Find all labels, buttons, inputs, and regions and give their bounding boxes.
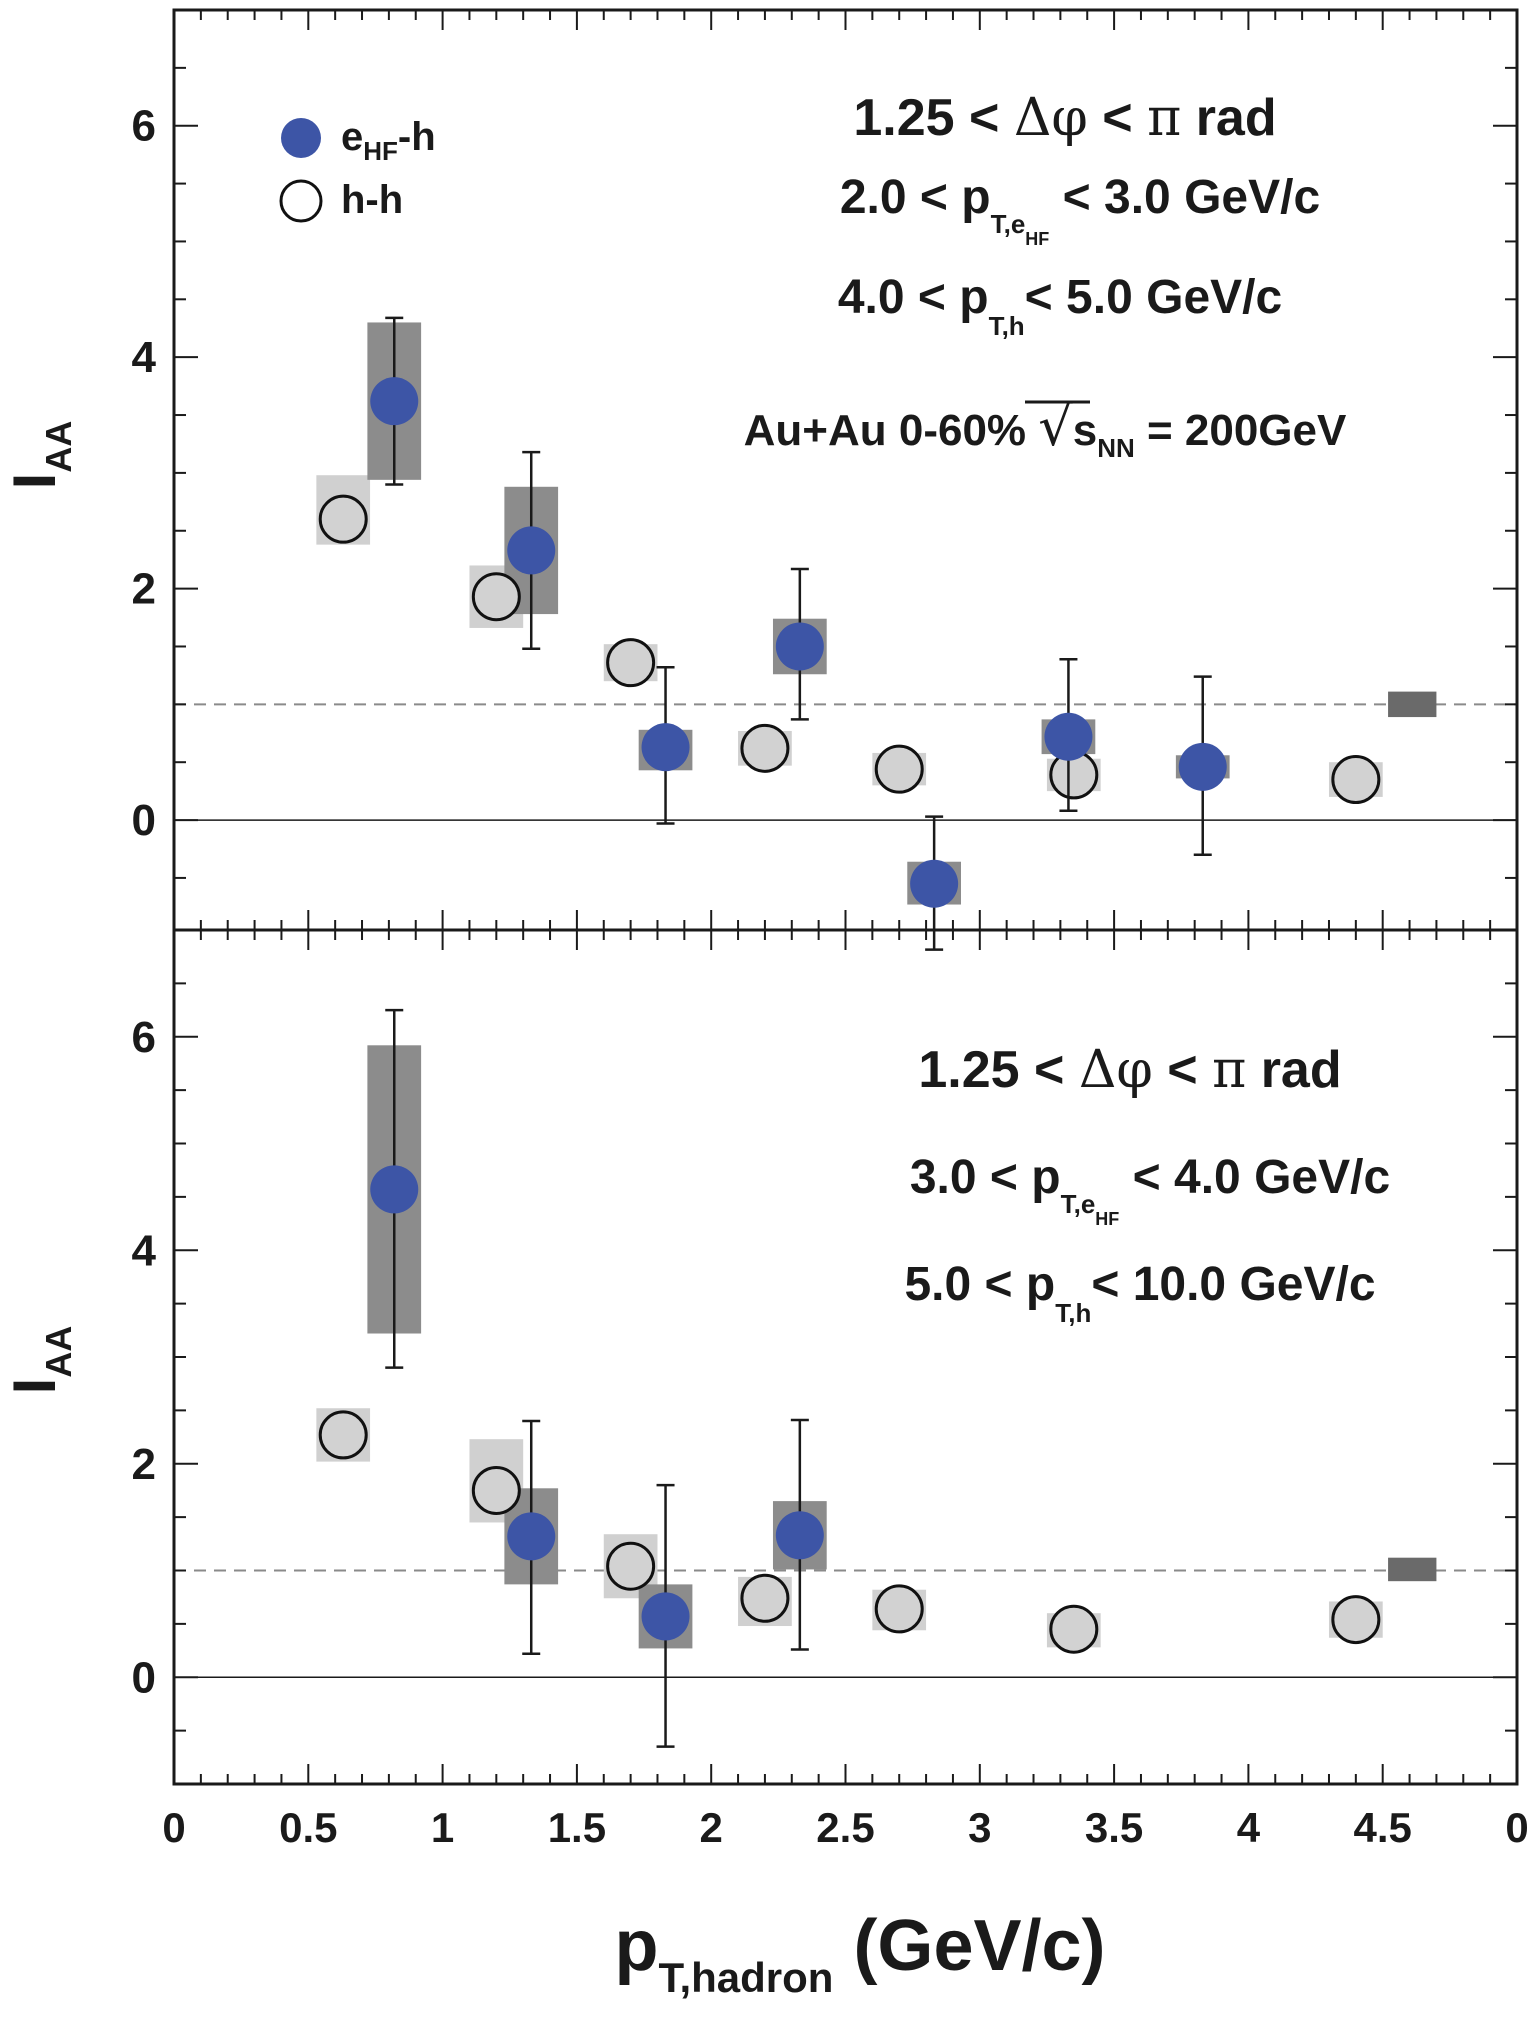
top-ehf-point: [1044, 712, 1093, 761]
top-pth-annotation: 4.0 < pT,h< 5.0 GeV/c: [838, 271, 1282, 341]
bottom-panel-frame: [172, 928, 1519, 1786]
bottom-hh-point: [471, 1465, 521, 1515]
top-hh-point: [318, 494, 368, 544]
bottom-hh-point: [740, 1573, 790, 1623]
legend-ehf-label: eHF-h: [341, 115, 436, 166]
top-y-axis-label: IAA: [1, 421, 79, 490]
x-tick-label: 4.5: [1354, 1804, 1412, 1851]
top-dphi-annotation: 1.25 < Δφ < π rad: [853, 88, 1276, 148]
x-tick-label: 0: [1505, 1804, 1528, 1851]
bottom-hh-point: [1331, 1595, 1381, 1645]
top-ehf-point: [370, 377, 419, 426]
bottom-pth-annotation: 5.0 < pT,h< 10.0 GeV/c: [904, 1258, 1375, 1328]
bottom-y-tick-label: 0: [132, 1653, 156, 1702]
bottom-pte-annotation: 3.0 < pT,eHF < 4.0 GeV/c: [910, 1151, 1390, 1229]
x-tick-label: 1: [431, 1804, 454, 1851]
top-normalization-box: [1388, 691, 1437, 718]
legend-ehf-marker: [281, 118, 321, 158]
x-tick-label: 4: [1237, 1804, 1261, 1851]
bottom-hh-point: [606, 1541, 656, 1591]
top-hh-point: [874, 744, 924, 794]
x-axis-label: pT,hadron (GeV/c): [614, 1906, 1105, 2001]
bottom-hh-point: [1049, 1604, 1099, 1654]
top-ehf-point: [641, 723, 690, 772]
bottom-panel: 0 2 4 6 0 0.5 1 1.5 2 2.5 3 3.5 4 4.5 0 1.25 < Δφ < π …: [1, 928, 1529, 2001]
bottom-y-tick-label: 4: [132, 1226, 157, 1275]
bottom-ehf-point: [507, 1512, 556, 1561]
top-ehf-point: [775, 622, 824, 671]
legend-hh-label: h-h: [341, 178, 403, 222]
top-hh-point: [740, 723, 790, 773]
top-plot-layer: 0 2 4 6: [132, 9, 1518, 951]
top-hh-point: [606, 638, 656, 688]
top-y-tick-label: 6: [132, 102, 156, 151]
x-tick-label: 2: [700, 1804, 723, 1851]
top-hh-point: [471, 572, 521, 622]
x-tick-label: 0.5: [279, 1804, 337, 1851]
top-ehf-point: [910, 859, 959, 908]
top-panel: 0 2 4 6 eHF-h h-h 1.25 < Δφ < π rad 2.0 < p…: [1, 8, 1519, 951]
top-hh-point: [1331, 755, 1381, 805]
bottom-y-axis-label: IAA: [1, 1326, 79, 1395]
bottom-ehf-point: [641, 1592, 690, 1641]
top-ehf-point: [507, 526, 556, 575]
legend: eHF-h h-h: [279, 115, 436, 223]
top-y-tick-label: 2: [132, 565, 156, 614]
x-tick-label: 0: [162, 1804, 185, 1851]
bottom-hh-point: [874, 1584, 924, 1634]
x-tick-label: 1.5: [548, 1804, 606, 1851]
bottom-hh-point: [318, 1410, 368, 1460]
top-y-tick-label: 0: [132, 796, 156, 845]
bottom-plot-layer: 0 2 4 6 0 0.5 1 1.5 2 2.5 3 3.5 4 4.5 0: [132, 929, 1529, 1851]
bottom-y-tick-label: 2: [132, 1440, 156, 1489]
bottom-ehf-point: [775, 1511, 824, 1560]
bottom-normalization-box: [1388, 1557, 1437, 1582]
legend-hh-marker: [279, 179, 323, 223]
top-y-tick-label: 4: [132, 333, 157, 382]
x-tick-label: 3.5: [1085, 1804, 1143, 1851]
bottom-y-tick-label: 6: [132, 1013, 156, 1062]
x-tick-label: 3: [968, 1804, 991, 1851]
x-tick-label: 2.5: [816, 1804, 874, 1851]
bottom-dphi-annotation: 1.25 < Δφ < π rad: [918, 1040, 1341, 1100]
bottom-ehf-point: [370, 1165, 419, 1214]
top-ehf-point: [1178, 742, 1227, 791]
top-system-annotation: Au+Au 0-60% √sNN = 200GeV: [744, 395, 1347, 463]
top-pte-annotation: 2.0 < pT,eHF < 3.0 GeV/c: [840, 171, 1320, 249]
